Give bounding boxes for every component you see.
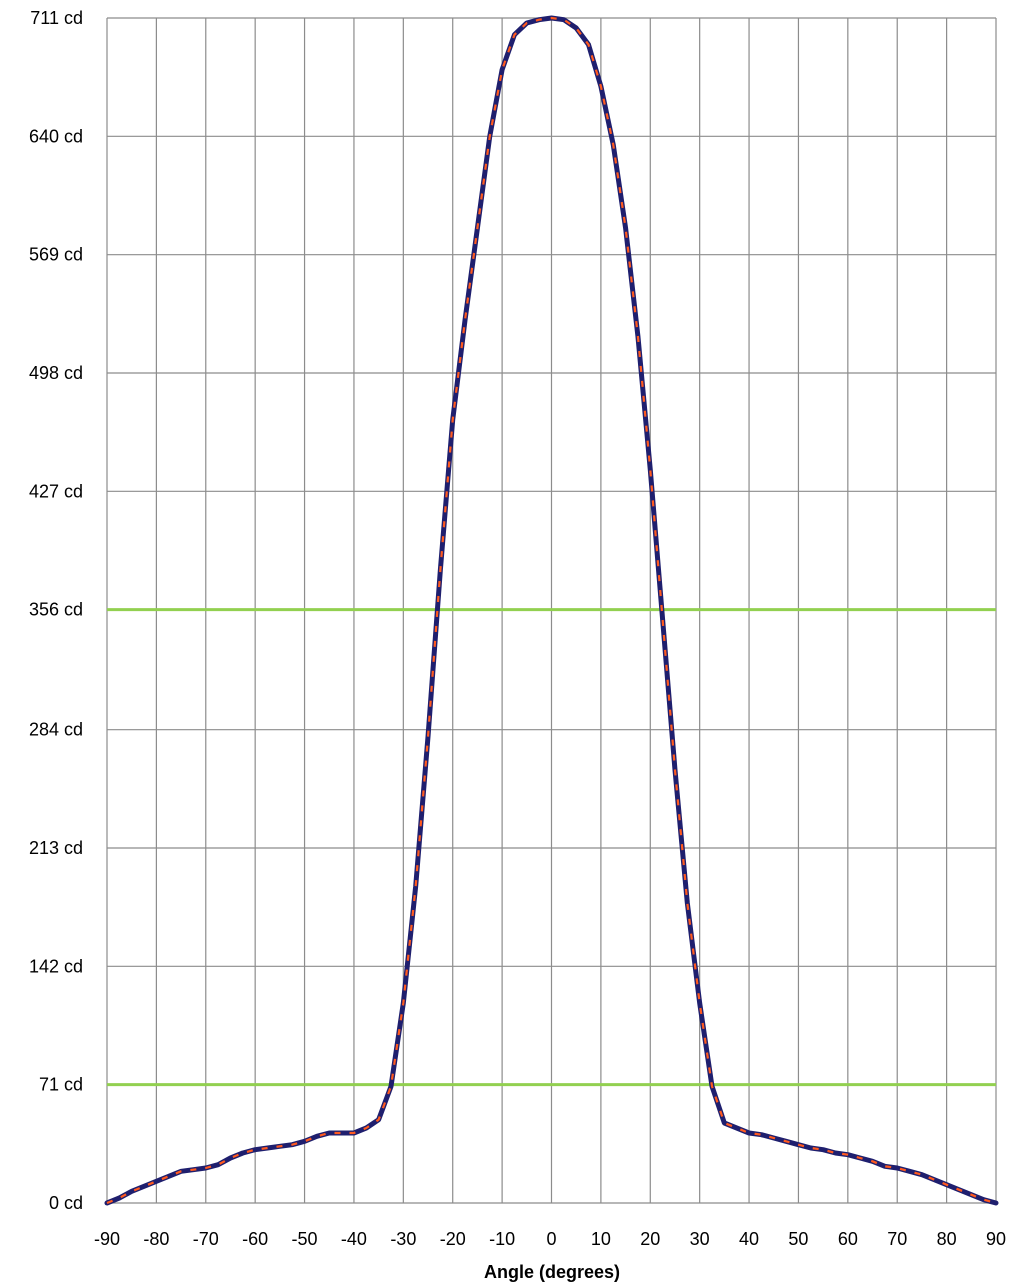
y-tick-label: 427 cd — [29, 481, 83, 501]
reference-lines — [107, 608, 996, 1087]
x-tick-label: 20 — [640, 1229, 660, 1249]
y-tick-label: 356 cd — [29, 600, 83, 620]
y-tick-label: 0 cd — [49, 1193, 83, 1213]
x-tick-label: 0 — [546, 1229, 556, 1249]
x-tick-label: -20 — [440, 1229, 466, 1249]
x-tick-label: 10 — [591, 1229, 611, 1249]
x-tick-label: 90 — [986, 1229, 1006, 1249]
y-tick-label: 213 cd — [29, 838, 83, 858]
y-tick-label: 498 cd — [29, 363, 83, 383]
x-tick-label: -80 — [143, 1229, 169, 1249]
x-tick-label: 40 — [739, 1229, 759, 1249]
x-axis-title: Angle (degrees) — [484, 1262, 620, 1282]
x-tick-label: 30 — [690, 1229, 710, 1249]
x-tick-label: 50 — [788, 1229, 808, 1249]
y-tick-label: 142 cd — [29, 956, 83, 976]
x-tick-label: -30 — [390, 1229, 416, 1249]
x-tick-label: -10 — [489, 1229, 515, 1249]
x-tick-label: 80 — [937, 1229, 957, 1249]
x-tick-label: 70 — [887, 1229, 907, 1249]
series-layer — [104, 15, 999, 1206]
x-tick-label: -60 — [242, 1229, 268, 1249]
series-line-dash — [106, 16, 997, 1205]
x-axis-ticks: -90 -80 -70 -60 -50 -40 -30 -20 -10 0 10 20 30 40 50 60… — [94, 1229, 1006, 1249]
x-tick-label: -50 — [292, 1229, 318, 1249]
y-tick-label: 569 cd — [29, 245, 83, 265]
x-tick-label: -90 — [94, 1229, 120, 1249]
x-tick-label: -40 — [341, 1229, 367, 1249]
x-tick-label: -70 — [193, 1229, 219, 1249]
y-tick-label: 71 cd — [39, 1075, 83, 1095]
y-tick-label: 711 cd — [30, 8, 83, 28]
y-tick-label: 284 cd — [29, 720, 83, 740]
y-axis-ticks: 0 cd 71 cd 142 cd 213 cd 284 cd 356 cd 427 cd 4… — [29, 8, 83, 1213]
y-tick-label: 640 cd — [29, 126, 83, 146]
x-tick-label: 60 — [838, 1229, 858, 1249]
